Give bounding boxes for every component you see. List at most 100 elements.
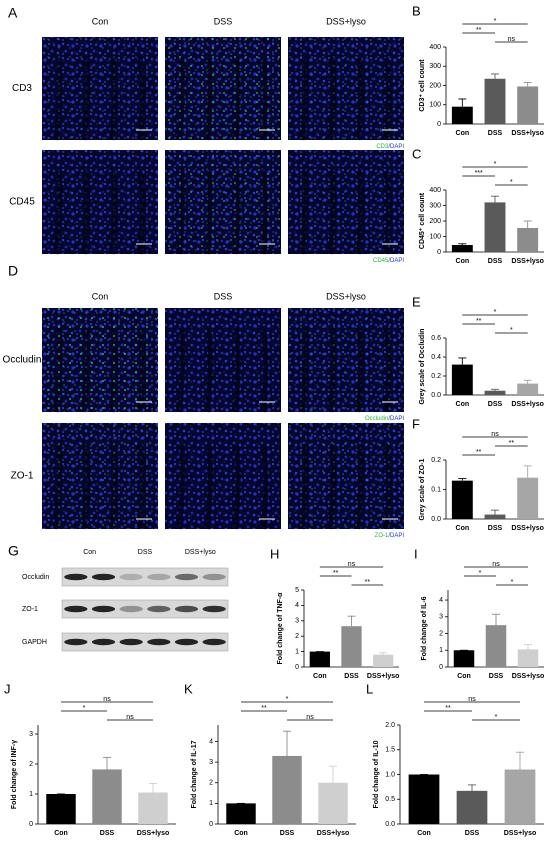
column-heading: DSS+lyso <box>185 549 216 556</box>
panel-letter: F <box>412 416 420 431</box>
y-tick-label: 4 <box>295 602 299 609</box>
row-label: ZO-1 <box>22 606 38 613</box>
y-tick-label: 0.6 <box>431 335 441 342</box>
scale-bar-label: 50um <box>261 404 274 410</box>
green-signal <box>165 308 281 412</box>
significance-label: * <box>494 309 497 316</box>
y-axis-label: CD45⁺ cell count <box>419 192 426 249</box>
y-tick-label: 200 <box>429 82 441 89</box>
green-signal <box>42 308 158 412</box>
x-tick-label: DSS <box>465 830 480 837</box>
x-tick-label: DSS <box>488 130 503 137</box>
y-axis-label: Fold change of IL-6 <box>421 596 428 660</box>
blot-band <box>147 605 171 613</box>
bar <box>226 803 256 824</box>
significance-label: ns <box>491 431 499 438</box>
bar <box>517 86 539 124</box>
y-tick-label: 300 <box>429 63 441 70</box>
blot-band <box>119 605 143 613</box>
y-tick-label: 1 <box>29 791 33 798</box>
x-tick-label: DSS+lyso <box>367 673 400 680</box>
scale-bar-label: 50um <box>261 132 274 138</box>
significance-label: *** <box>475 170 483 177</box>
y-tick-label: 0.4 <box>431 354 441 361</box>
y-tick-label: 1.0 <box>385 771 395 778</box>
y-tick-label: 2 <box>439 630 443 637</box>
scale-bar-label: 50um <box>138 521 151 527</box>
significance-label: ns <box>126 714 134 721</box>
scale-bar-label: 50um <box>384 521 397 527</box>
bar <box>456 790 488 824</box>
y-tick-label: 1 <box>295 648 299 655</box>
x-tick-label: Con <box>234 830 248 837</box>
y-tick-label: 0.2 <box>431 457 441 464</box>
row-label: GAPDH <box>22 639 47 646</box>
bar <box>309 651 330 667</box>
x-tick-label: Con <box>54 830 68 837</box>
bar <box>517 383 539 395</box>
y-tick-label: 0.2 <box>431 373 441 380</box>
y-axis-label: Grey scale of ZO-1 <box>419 458 426 520</box>
column-heading: Con <box>92 291 109 301</box>
significance-label: * <box>510 179 513 186</box>
y-tick-label: 0 <box>295 664 299 671</box>
y-tick-label: 0 <box>437 121 441 128</box>
bar <box>517 477 539 519</box>
row-label: CD3 <box>12 83 32 94</box>
y-tick-label: 0 <box>439 664 443 671</box>
stain-name: Occludin <box>365 416 388 422</box>
x-tick-label: DSS <box>344 673 359 680</box>
blot-band <box>174 638 199 646</box>
green-signal <box>288 150 404 254</box>
stain-name: CD45 <box>373 258 389 264</box>
y-axis-label: Fold change of IL-10 <box>373 740 380 808</box>
y-axis-label: CD3⁺ cell count <box>419 59 426 112</box>
x-tick-label: DSS <box>488 258 503 265</box>
x-tick-label: DSS+lyso <box>317 830 350 837</box>
green-signal <box>165 37 281 140</box>
stain-legend: ZO-1/DAPI <box>375 533 405 539</box>
column-heading: DSS <box>138 549 153 556</box>
green-signal <box>42 37 158 140</box>
panel-letter: A <box>8 5 18 21</box>
blot-band <box>174 605 199 613</box>
stain-name: ZO-1 <box>375 533 389 539</box>
column-heading: DSS+lyso <box>326 291 366 301</box>
scale-bar-label: 50um <box>384 404 397 410</box>
x-tick-label: Con <box>456 258 470 265</box>
bar <box>504 769 536 824</box>
green-signal <box>42 423 158 529</box>
y-tick-label: 100 <box>429 233 441 240</box>
panel-letter: B <box>412 3 421 18</box>
panel-letter: H <box>270 546 279 561</box>
y-tick-label: 0.1 <box>431 486 441 493</box>
bar <box>92 769 122 824</box>
significance-label: ns <box>508 36 516 43</box>
panel-letter: J <box>4 681 11 696</box>
significance-label: * <box>286 696 289 703</box>
panel-letter: K <box>184 681 193 696</box>
significance-label: ** <box>365 579 371 586</box>
bar <box>453 650 475 667</box>
significance-label: ns <box>348 561 356 568</box>
y-axis-label: Fold change of IL-17 <box>191 740 198 808</box>
y-tick-label: 1 <box>209 800 213 807</box>
y-tick-label: 1.5 <box>385 747 395 754</box>
x-tick-label: Con <box>457 673 471 680</box>
blot-band <box>91 638 116 646</box>
panel-letter: L <box>366 681 373 696</box>
blot-band <box>91 573 116 581</box>
blot-strip <box>61 599 229 619</box>
bar <box>451 245 473 252</box>
column-heading: DSS <box>214 16 233 26</box>
blot-band <box>64 638 88 646</box>
significance-label: ns <box>306 714 314 721</box>
x-tick-label: Con <box>456 130 470 137</box>
row-label: CD45 <box>9 197 35 208</box>
x-tick-label: DSS <box>100 830 115 837</box>
y-tick-label: 0.0 <box>431 516 441 523</box>
y-tick-label: 3 <box>29 731 33 738</box>
row-label: Occludin <box>22 574 49 581</box>
